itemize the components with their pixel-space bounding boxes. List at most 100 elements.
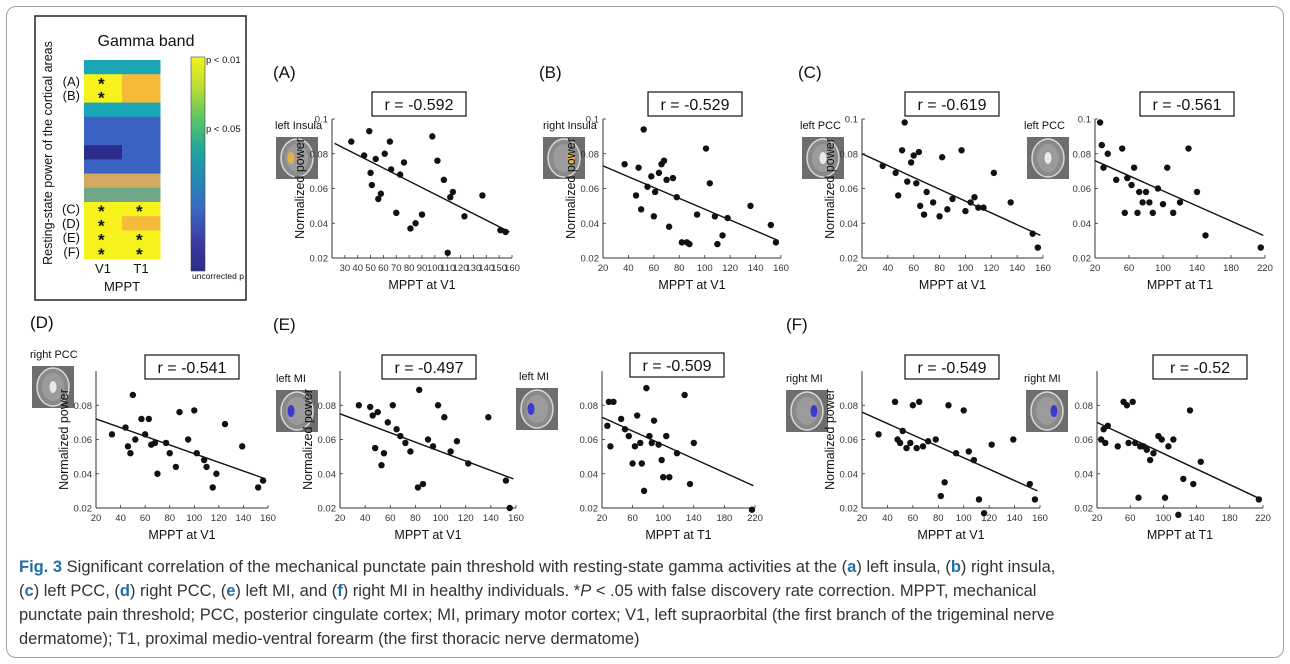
- scatter-point: [875, 431, 882, 438]
- x-tick-label: 40: [115, 513, 126, 524]
- caption-text: Significant correlation of the mechanica…: [62, 558, 848, 576]
- scatter-point: [640, 487, 648, 495]
- scatter-point: [1146, 456, 1154, 464]
- caption-text: (: [19, 582, 25, 600]
- scatter-point: [447, 193, 454, 201]
- brain-image-inner: [1036, 397, 1058, 425]
- scatter-point: [663, 176, 670, 184]
- scatter-point: [936, 213, 943, 220]
- heatmap-cell: [84, 88, 123, 104]
- heatmap-cell: [84, 60, 123, 75]
- scatter-point: [748, 506, 756, 513]
- heatmap-title: Gamma band: [98, 33, 195, 50]
- scatter-point: [1146, 199, 1153, 206]
- y-tick-label: 0.02: [1075, 504, 1094, 515]
- scatter-point: [166, 450, 173, 457]
- heatmap-ylabel: Resting-state power of the cortical area…: [41, 41, 55, 265]
- scatter-point: [658, 456, 665, 464]
- scatter-point: [892, 169, 899, 177]
- heatmap-cell: [122, 173, 161, 189]
- scatter-point: [360, 152, 368, 159]
- scatter-point: [929, 199, 937, 206]
- regression-line: [861, 153, 1041, 237]
- scatter-point: [895, 192, 902, 199]
- brain-image-inner: [286, 144, 308, 172]
- colorbar-mid-label: p < 0.05: [206, 124, 241, 135]
- scatter-point: [1164, 164, 1171, 171]
- scatter-point: [915, 148, 923, 156]
- r-value-box: [1152, 354, 1248, 380]
- r-value-label: r = -0.497: [395, 360, 464, 377]
- y-tick-label: 0.1: [1078, 115, 1091, 126]
- scatter-chart: (F) right MI r = -0.549 20 40 60 80 100 120 140 16…: [786, 315, 1048, 542]
- scatter-point: [1100, 164, 1107, 171]
- heatmap-cell: [122, 88, 161, 104]
- y-tick-label: 0.08: [581, 149, 600, 160]
- scatter-point: [259, 477, 267, 484]
- scatter-point: [1128, 181, 1135, 189]
- x-tick-label: 60: [378, 263, 389, 274]
- scatter-point: [407, 225, 414, 232]
- y-tick-label: 0.04: [840, 469, 859, 480]
- y-tick-label: 0.06: [1073, 184, 1092, 195]
- x-tick-label: 60: [385, 513, 396, 524]
- x-tick-label: 140: [483, 513, 499, 524]
- scatter-point: [605, 398, 613, 406]
- heatmap-cell: [122, 145, 161, 160]
- scatter-point: [904, 178, 911, 185]
- y-axis-label: Normalized power: [293, 138, 307, 239]
- scatter-point: [434, 157, 441, 164]
- x-tick-label: 120: [453, 263, 469, 274]
- y-tick-label: 0.02: [310, 254, 329, 265]
- scatter-point: [203, 463, 210, 471]
- scatter-point: [631, 443, 639, 450]
- y-tick-label: 0.06: [74, 435, 93, 446]
- scatter-point: [254, 484, 262, 491]
- figure-caption: Fig. 3 Significant correlation of the me…: [19, 555, 1277, 651]
- x-tick-label: 160: [508, 513, 524, 524]
- x-tick-label: 80: [933, 513, 944, 524]
- scatter-point: [1102, 439, 1109, 447]
- x-tick-label: 120: [211, 513, 227, 524]
- caption-bold: c: [24, 582, 34, 600]
- heatmap-xlabel: MPPT: [104, 279, 140, 294]
- y-tick-label: 0.1: [315, 115, 328, 126]
- scatter-point: [239, 443, 246, 450]
- x-axis-label: MPPT at V1: [919, 278, 986, 292]
- scatter-point: [920, 211, 928, 218]
- scatter-point: [681, 391, 688, 399]
- y-tick-label: 0.08: [580, 401, 599, 412]
- x-tick-label: 160: [504, 263, 520, 274]
- scatter-point: [1176, 199, 1184, 206]
- significance-star: *: [136, 245, 143, 264]
- scatter-point: [502, 477, 510, 484]
- scatter-point: [907, 439, 914, 447]
- r-value-label: r = -0.549: [918, 360, 987, 377]
- scatter-point: [465, 460, 472, 467]
- y-tick-label: 0.02: [318, 504, 337, 515]
- regression-line: [334, 142, 510, 233]
- scatter-point: [913, 180, 920, 187]
- scatter-point: [444, 249, 451, 256]
- region-label: left PCC: [800, 120, 841, 132]
- region-label: left MI: [519, 371, 549, 383]
- scatter-point: [108, 431, 116, 438]
- scatter-point: [176, 408, 183, 416]
- caption-bold: d: [119, 582, 130, 600]
- x-axis-label: MPPT at V1: [394, 528, 461, 542]
- region-label: right MI: [786, 373, 823, 385]
- scatter-point: [899, 427, 906, 435]
- x-tick-label: 120: [983, 263, 999, 274]
- scatter-point: [941, 479, 948, 486]
- heatmap-row-label: (B): [63, 88, 80, 103]
- scatter-point: [916, 398, 923, 406]
- r-value-label: r = -0.592: [385, 97, 454, 114]
- x-tick-label: 40: [623, 263, 634, 274]
- regression-line: [1096, 421, 1262, 501]
- scatter-point: [945, 402, 952, 409]
- scatter-point: [638, 460, 645, 467]
- scatter-point: [1135, 494, 1142, 501]
- caption-bold: a: [847, 558, 857, 576]
- scatter-point: [378, 461, 385, 469]
- scatter-point: [1131, 439, 1139, 447]
